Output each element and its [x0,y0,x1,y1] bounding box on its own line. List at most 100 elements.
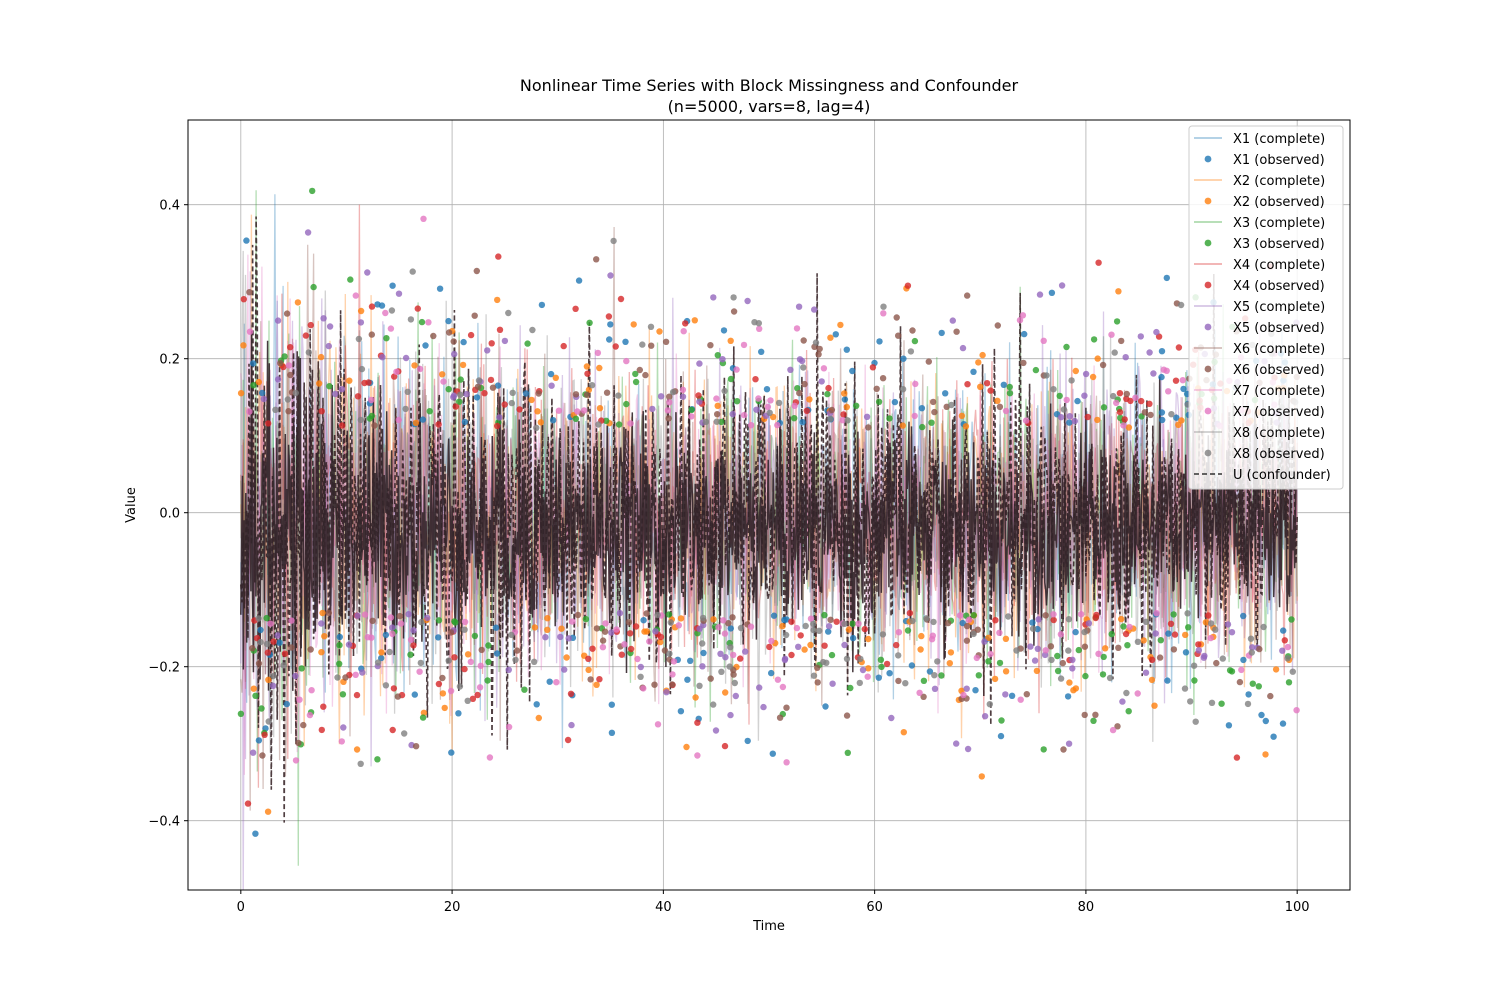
observed-point [733,398,741,405]
observed-point [407,316,415,323]
y-tick-label: 0.2 [159,353,180,368]
observed-point [464,651,472,658]
observed-point [1185,624,1192,631]
observed-point [879,631,887,638]
observed-point [1240,656,1247,664]
observed-point [561,666,568,673]
observed-point [1272,666,1280,673]
legend-item: X2 (complete) [1194,174,1325,189]
observed-point [555,407,563,414]
observed-point [900,729,907,736]
observed-point [567,690,575,697]
observed-point [679,386,687,393]
observed-point [730,671,737,678]
observed-point [1262,717,1270,725]
observed-point [1224,621,1232,628]
observed-point [593,681,600,688]
observed-point [1002,668,1010,675]
observed-point [683,743,690,751]
observed-point [1115,644,1122,651]
observed-point [699,614,707,622]
observed-point [657,638,664,646]
observed-point [513,647,521,654]
observed-point [612,343,619,350]
observed-point [807,641,814,649]
observed-point [916,689,923,696]
observed-point [962,423,970,430]
observed-point [320,315,327,322]
observed-point [606,336,613,343]
observed-point [654,611,661,619]
observed-point [1099,361,1107,369]
observed-point [1202,619,1210,626]
observed-point [1163,367,1170,374]
observed-point [641,628,648,635]
observed-point [382,309,389,317]
observed-point [648,342,655,349]
observed-point [268,911,274,917]
observed-point [958,412,966,419]
observed-point [646,638,653,645]
legend-label: X5 (observed) [1233,321,1325,336]
observed-point [840,411,847,418]
observed-point [265,676,272,683]
observed-point [713,395,720,402]
observed-point [727,337,734,344]
observed-point [1182,649,1190,656]
observed-point [776,714,784,721]
observed-point [1236,678,1244,686]
observed-point [599,644,607,651]
observed-point [342,674,349,681]
observed-point [715,624,722,631]
observed-point [1072,685,1080,692]
observed-point [684,676,691,683]
observed-point [930,398,937,406]
observed-point [775,399,783,407]
observed-point [865,424,872,431]
observed-point [707,675,714,682]
observed-point [919,423,926,431]
observed-point [407,651,414,658]
observed-point [564,736,572,744]
x-tick-label: 40 [655,900,672,915]
observed-point [696,682,703,689]
observed-point [383,335,390,342]
observed-point [925,358,932,365]
observed-point [719,356,726,363]
observed-point [632,370,639,378]
observed-point [308,687,315,694]
observed-point [347,276,354,283]
observed-point [533,701,540,708]
observed-point [677,615,685,622]
observed-point [574,408,581,415]
observed-point [1248,649,1256,656]
observed-point [471,312,478,319]
observed-point [494,296,501,304]
observed-point [397,620,405,627]
observed-point [281,353,288,360]
observed-point [568,721,575,729]
observed-point [1260,623,1267,631]
observed-point [911,412,918,420]
observed-point [584,370,591,377]
observed-point [911,337,919,345]
series-line-u-confounder [240,216,1298,823]
observed-point [662,338,670,345]
observed-point [368,303,376,310]
observed-point [445,317,452,325]
observed-point [895,652,902,659]
observed-point [1095,650,1102,657]
observed-point [505,309,512,317]
observed-point [1113,399,1120,407]
observed-point [647,323,655,330]
observed-point [975,359,982,366]
observed-point [569,618,576,625]
observed-point [473,394,481,401]
observed-point [607,272,614,279]
observed-point [317,353,325,361]
observed-point [1147,411,1154,419]
observed-point [634,655,641,663]
observed-point [810,620,817,628]
observed-point [670,658,678,665]
observed-point [535,714,542,722]
